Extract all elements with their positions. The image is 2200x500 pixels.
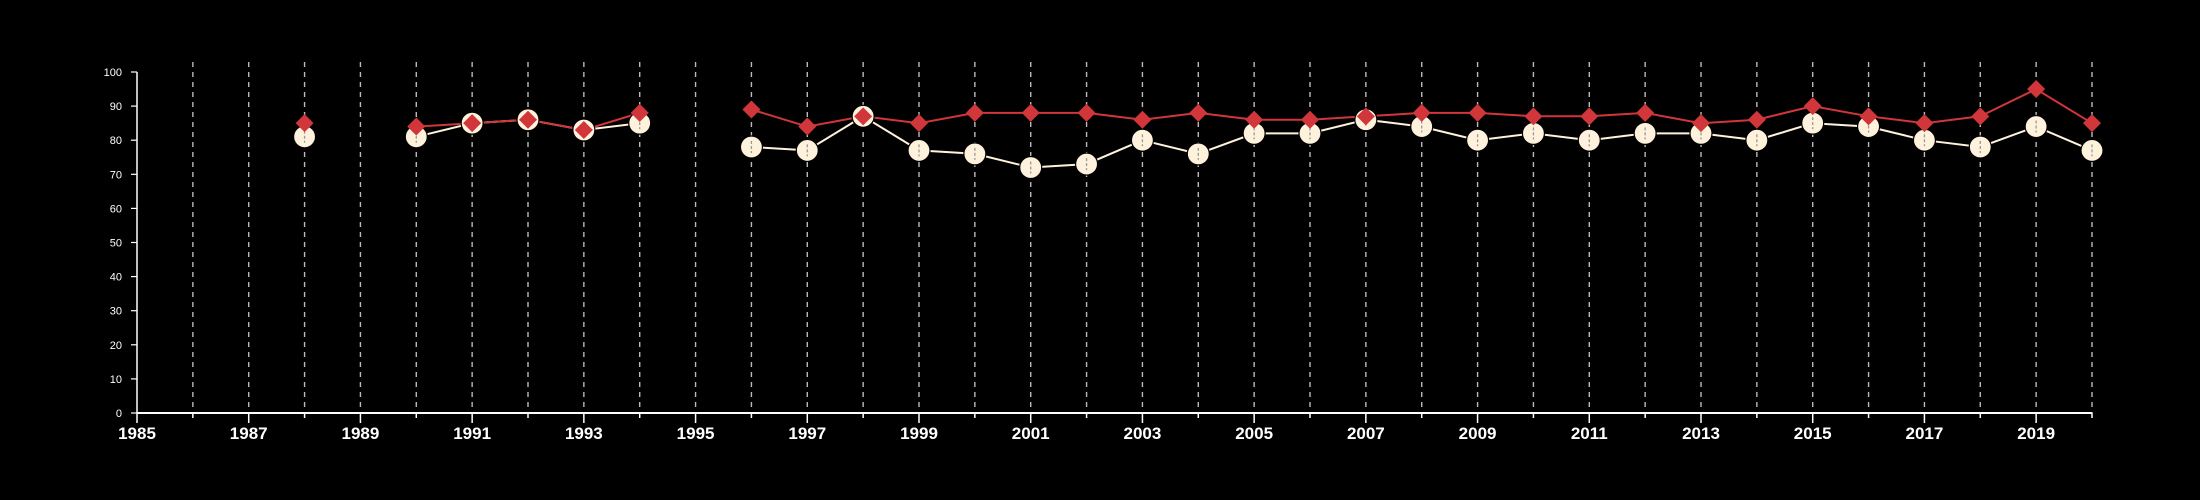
diamond-marker <box>574 120 593 139</box>
diamond-marker <box>1915 114 1934 133</box>
y-tick-label: 80 <box>110 135 122 147</box>
y-tick-label: 20 <box>110 340 122 352</box>
diamond-marker <box>1133 110 1152 129</box>
x-tick-label: 2009 <box>1459 424 1497 443</box>
y-tick-label: 70 <box>110 169 122 181</box>
diamond-marker <box>1077 103 1096 122</box>
diamond-marker <box>1021 103 1040 122</box>
diamond-marker <box>1245 110 1264 129</box>
diamond-marker <box>1971 107 1990 126</box>
y-tick-label: 90 <box>110 101 122 113</box>
x-tick-label: 1999 <box>900 424 938 443</box>
diamond-marker <box>1468 103 1487 122</box>
diamond-marker <box>1356 107 1375 126</box>
diamond-marker <box>1301 110 1319 129</box>
diamond-marker <box>854 107 873 126</box>
series-group <box>292 80 2104 180</box>
y-tick-label: 10 <box>110 374 122 386</box>
diamond-marker <box>1803 97 1822 116</box>
x-tick-label: 1991 <box>453 424 491 443</box>
y-tick-label: 40 <box>110 272 122 284</box>
diamond-marker <box>519 110 537 129</box>
diamond-marker <box>742 100 761 119</box>
diamond-marker <box>1524 107 1543 126</box>
x-tick-label: 1987 <box>230 424 268 443</box>
axes: 1985 1987 1989 1991 1993 1995 1997 1999 2001 2003… <box>104 67 2093 443</box>
x-tick-label: 2017 <box>1906 424 1944 443</box>
diamond-marker <box>1636 103 1655 122</box>
x-tick-label: 1985 <box>118 424 156 443</box>
x-tick-label: 2007 <box>1347 424 1385 443</box>
diamond-marker <box>910 114 928 133</box>
y-tick-label: 60 <box>110 203 122 215</box>
diamond-marker <box>295 114 314 133</box>
x-tick-label: 2019 <box>2017 424 2055 443</box>
y-tick-label: 50 <box>110 238 122 250</box>
x-tick-label: 2013 <box>1682 424 1720 443</box>
grid-lines <box>192 62 2093 413</box>
diamond-marker <box>965 103 984 122</box>
diamond-marker <box>1859 107 1878 126</box>
x-tick-label: 1997 <box>788 424 826 443</box>
y-tick-label: 100 <box>104 67 122 79</box>
diamond-marker <box>2027 80 2046 99</box>
x-tick-label: 1989 <box>342 424 380 443</box>
diamond-marker <box>1412 103 1431 122</box>
x-tick-label: 1993 <box>565 424 603 443</box>
x-tick-label: 2001 <box>1012 424 1050 443</box>
diamond-marker <box>1747 110 1766 129</box>
diamond-marker <box>1692 114 1710 133</box>
diamond-marker <box>630 103 649 122</box>
diamond-marker <box>463 114 482 133</box>
x-tick-label: 2003 <box>1124 424 1162 443</box>
diamond-marker <box>407 117 426 136</box>
y-tick-label: 0 <box>116 408 122 420</box>
x-tick-label: 2005 <box>1235 424 1273 443</box>
diamond-marker <box>798 117 817 136</box>
x-tick-label: 1995 <box>677 424 715 443</box>
x-tick-label: 2015 <box>1794 424 1832 443</box>
diamond-marker <box>1580 107 1599 126</box>
diamond-marker <box>1189 103 1208 122</box>
diamond-marker <box>2083 114 2101 133</box>
x-tick-label: 2011 <box>1571 424 1608 443</box>
y-tick-label: 30 <box>110 306 122 318</box>
